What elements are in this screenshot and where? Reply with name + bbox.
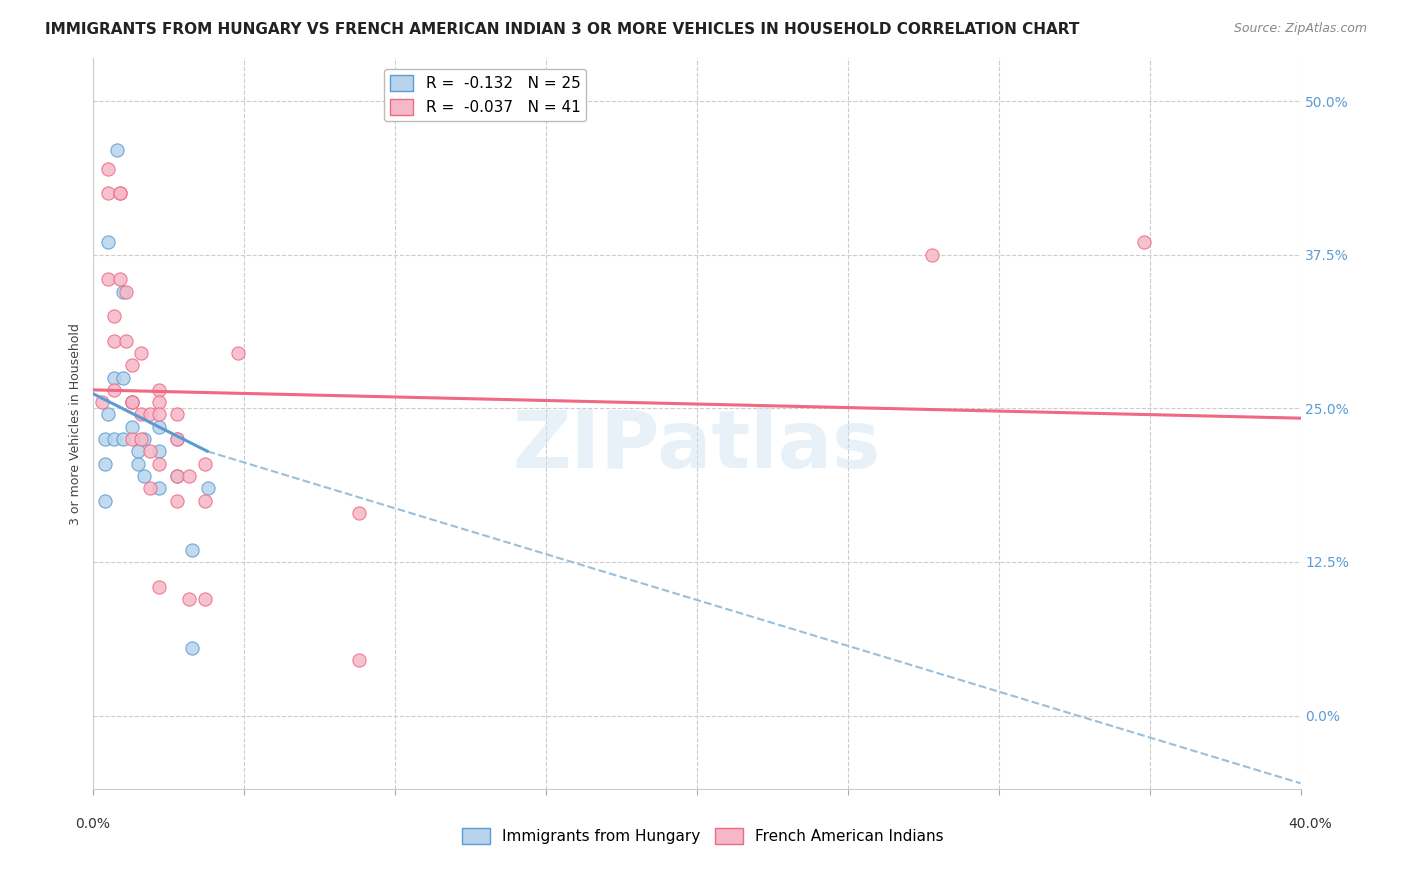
Point — [921, 248, 943, 262]
Point — [127, 444, 149, 458]
Point — [181, 641, 204, 656]
Point — [108, 272, 131, 286]
Point — [179, 591, 201, 606]
Point — [94, 493, 117, 508]
Point — [111, 432, 134, 446]
Point — [347, 653, 370, 667]
Point — [127, 457, 149, 471]
Point — [121, 395, 143, 409]
Point — [139, 481, 162, 495]
Point — [347, 506, 370, 520]
Point — [129, 432, 152, 446]
Point — [148, 408, 170, 422]
Point — [108, 186, 131, 201]
Point — [121, 395, 143, 409]
Point — [134, 432, 156, 446]
Point — [111, 285, 134, 299]
Point — [94, 457, 117, 471]
Point — [148, 580, 170, 594]
Point — [90, 395, 112, 409]
Point — [103, 309, 125, 323]
Text: 0.0%: 0.0% — [76, 817, 110, 830]
Point — [166, 469, 188, 483]
Point — [103, 370, 125, 384]
Point — [139, 444, 162, 458]
Point — [179, 469, 201, 483]
Point — [1132, 235, 1154, 250]
Point — [166, 408, 188, 422]
Text: Source: ZipAtlas.com: Source: ZipAtlas.com — [1233, 22, 1367, 36]
Point — [166, 469, 188, 483]
Point — [121, 432, 143, 446]
Y-axis label: 3 or more Vehicles in Household: 3 or more Vehicles in Household — [69, 323, 83, 524]
Point — [97, 161, 120, 176]
Point — [115, 334, 138, 348]
Point — [108, 186, 131, 201]
Point — [148, 419, 170, 434]
Point — [166, 493, 188, 508]
Point — [129, 346, 152, 360]
Point — [197, 481, 219, 495]
Point — [111, 370, 134, 384]
Point — [97, 272, 120, 286]
Point — [139, 408, 162, 422]
Point — [94, 432, 117, 446]
Point — [166, 432, 188, 446]
Point — [193, 591, 215, 606]
Text: ZIPatlas: ZIPatlas — [513, 407, 880, 484]
Point — [129, 408, 152, 422]
Point — [97, 408, 120, 422]
Point — [105, 143, 128, 157]
Point — [148, 481, 170, 495]
Legend: Immigrants from Hungary, French American Indians: Immigrants from Hungary, French American… — [456, 822, 950, 850]
Point — [148, 457, 170, 471]
Point — [115, 285, 138, 299]
Text: 40.0%: 40.0% — [1288, 817, 1333, 830]
Point — [148, 444, 170, 458]
Point — [121, 359, 143, 373]
Point — [97, 235, 120, 250]
Point — [148, 383, 170, 397]
Point — [121, 395, 143, 409]
Point — [103, 334, 125, 348]
Point — [166, 432, 188, 446]
Point — [121, 419, 143, 434]
Point — [193, 457, 215, 471]
Point — [148, 395, 170, 409]
Point — [193, 493, 215, 508]
Point — [134, 469, 156, 483]
Point — [103, 432, 125, 446]
Text: IMMIGRANTS FROM HUNGARY VS FRENCH AMERICAN INDIAN 3 OR MORE VEHICLES IN HOUSEHOL: IMMIGRANTS FROM HUNGARY VS FRENCH AMERIC… — [45, 22, 1080, 37]
Legend: R =  -0.132   N = 25, R =  -0.037   N = 41: R = -0.132 N = 25, R = -0.037 N = 41 — [384, 70, 586, 121]
Point — [103, 383, 125, 397]
Point — [97, 186, 120, 201]
Point — [226, 346, 249, 360]
Point — [181, 542, 204, 557]
